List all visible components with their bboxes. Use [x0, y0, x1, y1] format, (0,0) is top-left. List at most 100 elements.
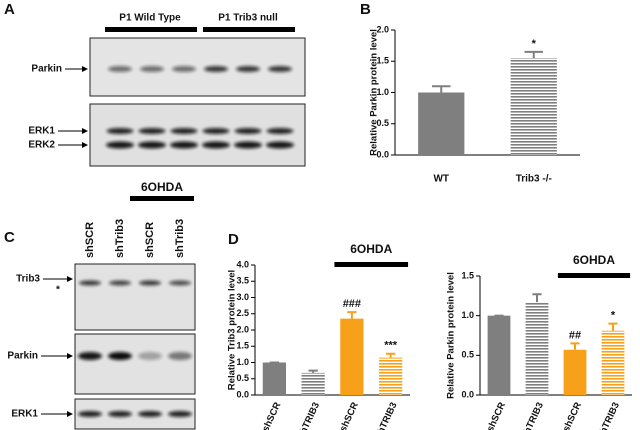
band-label: ERK2 [28, 140, 55, 151]
significance: ## [569, 329, 581, 341]
group-label: P1 Trib3 null [218, 13, 278, 24]
band [138, 352, 162, 360]
y-tick-label: 2.0 [236, 324, 249, 334]
band [234, 128, 262, 134]
blot [74, 333, 196, 395]
x-tick-label: shTRIB3 [296, 401, 322, 430]
band [236, 66, 260, 72]
lane-label: shTrib3 [174, 219, 186, 258]
bar [340, 318, 364, 395]
arrow-head [82, 128, 88, 134]
x-tick-label: shSCR [485, 401, 508, 430]
panel-label: D [228, 231, 239, 248]
band [202, 141, 230, 149]
band [266, 141, 294, 149]
x-tick-label: shTRIB3 [373, 401, 399, 430]
x-tick-label: Trib3 -/- [516, 174, 552, 185]
treatment-bar [557, 273, 631, 278]
y-tick-label: 0.0 [461, 389, 474, 399]
y-tick-label: 0.5 [376, 118, 389, 128]
group-bar [203, 27, 295, 32]
blot [89, 103, 306, 167]
x-tick-label: shSCR [338, 401, 361, 430]
y-tick-label: 0.5 [461, 350, 474, 360]
band [138, 128, 166, 134]
band [168, 352, 192, 360]
bar [301, 372, 325, 395]
band [170, 128, 198, 134]
error-bar [524, 50, 543, 59]
y-tick-label: 1.5 [376, 56, 389, 66]
x-tick-label: shTRIB3 [596, 401, 622, 430]
bar [563, 349, 587, 395]
lane-label: shTrib3 [114, 219, 126, 258]
arrow-head [82, 142, 88, 148]
y-tick-label: 2.5 [236, 308, 249, 318]
band [106, 141, 134, 149]
y-axis-label: Relative Parkin protein level [446, 272, 457, 399]
band-label: Parkin [31, 64, 62, 75]
error-bar [347, 311, 357, 319]
lane-label: shSCR [84, 222, 96, 258]
band [140, 66, 164, 72]
y-axis-label: Relative Trib3 protein level [227, 270, 238, 390]
panel-label: C [4, 229, 15, 246]
band [138, 141, 166, 149]
y-tick-label: 4.0 [236, 259, 249, 269]
group-label: P1 Wild Type [119, 13, 181, 24]
y-tick-label: 1.5 [236, 341, 249, 351]
significance: * [532, 38, 537, 50]
band-label: ERK1 [11, 409, 38, 420]
error-bar [608, 322, 618, 331]
significance: * [611, 310, 616, 322]
x-tick-label: shSCR [561, 401, 584, 430]
treatment-label: 6OHDA [573, 253, 615, 267]
treatment-label: 6OHDA [141, 180, 183, 194]
bar [262, 362, 286, 395]
arrow-head [67, 276, 73, 282]
lane-label: shSCR [144, 222, 156, 258]
band [234, 141, 262, 149]
y-tick-label: 1.0 [376, 87, 389, 97]
y-tick-label: 1.0 [461, 310, 474, 320]
band [168, 411, 192, 417]
x-tick-label: shSCR [260, 401, 283, 430]
band [78, 352, 102, 360]
bar [418, 92, 465, 155]
band-label: Trib3 [16, 274, 40, 285]
error-bar [432, 85, 451, 93]
bar [487, 315, 511, 395]
band [169, 280, 191, 286]
y-tick-label: 0.5 [236, 373, 249, 383]
significance: *** [384, 340, 398, 352]
band [268, 66, 292, 72]
band [79, 280, 101, 286]
arrow-head [67, 411, 73, 417]
panel-label: B [360, 1, 371, 18]
arrow-head [82, 66, 88, 72]
y-tick-label: 1.0 [236, 357, 249, 367]
bar [379, 357, 403, 395]
x-tick-label: shTRIB3 [520, 401, 546, 430]
bar [510, 58, 557, 155]
y-tick-label: 1.5 [461, 270, 474, 280]
band [202, 128, 230, 134]
error-bar [385, 352, 396, 358]
treatment-label: 6OHDA [350, 242, 392, 256]
bar [601, 330, 625, 395]
band-label: ERK1 [28, 126, 55, 137]
blot [74, 263, 196, 331]
band [172, 66, 196, 72]
bar [525, 302, 549, 395]
x-tick-label: WT [433, 174, 449, 185]
y-tick-label: 0.0 [236, 389, 249, 399]
band [78, 411, 102, 417]
band [138, 411, 162, 417]
y-tick-label: 3.0 [236, 292, 249, 302]
y-tick-label: 3.5 [236, 276, 249, 286]
arrow-head [67, 353, 73, 359]
significance: ### [343, 298, 361, 310]
treatment-bar [334, 262, 409, 267]
error-bar [570, 342, 580, 350]
